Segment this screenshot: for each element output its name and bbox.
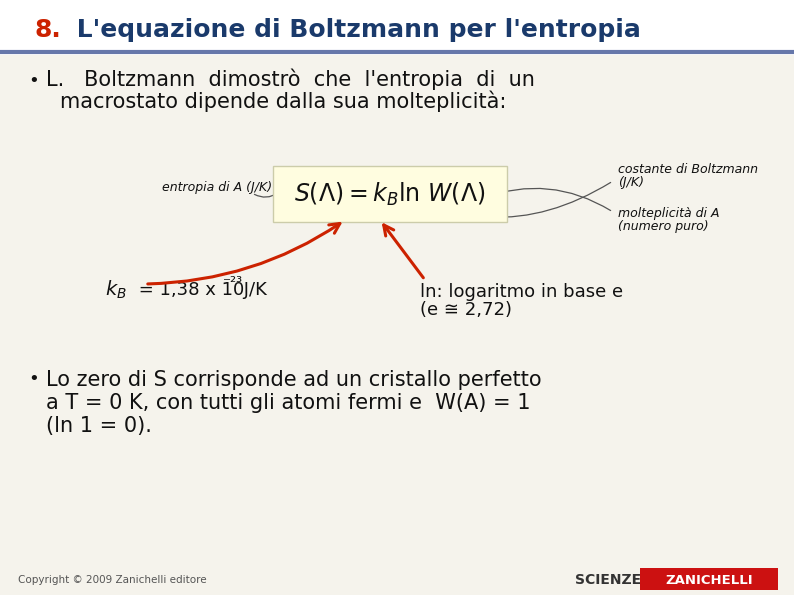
Text: Copyright © 2009 Zanichelli editore: Copyright © 2009 Zanichelli editore [18, 575, 206, 585]
Text: ZANICHELLI: ZANICHELLI [665, 574, 753, 587]
Text: ⁻²³: ⁻²³ [223, 275, 243, 290]
FancyBboxPatch shape [640, 568, 778, 590]
Text: ln: logaritmo in base e: ln: logaritmo in base e [420, 283, 623, 301]
Text: a T = 0 K, con tutti gli atomi fermi e  W(A) = 1: a T = 0 K, con tutti gli atomi fermi e W… [46, 393, 530, 413]
Text: costante di Boltzmann: costante di Boltzmann [618, 163, 758, 176]
Text: (e ≅ 2,72): (e ≅ 2,72) [420, 301, 512, 319]
Text: entropia di A (J/K): entropia di A (J/K) [162, 181, 272, 195]
Text: (J/K): (J/K) [618, 176, 644, 189]
Text: $k_B$: $k_B$ [105, 279, 127, 301]
Text: •: • [28, 370, 39, 388]
Text: •: • [28, 72, 39, 90]
Text: (ln 1 = 0).: (ln 1 = 0). [46, 416, 152, 436]
Text: Lo zero di S corrisponde ad un cristallo perfetto: Lo zero di S corrisponde ad un cristallo… [46, 370, 542, 390]
Text: L'equazione di Boltzmann per l'entropia: L'equazione di Boltzmann per l'entropia [68, 18, 641, 42]
FancyBboxPatch shape [0, 0, 794, 55]
Text: (numero puro): (numero puro) [618, 220, 708, 233]
Text: L.   Boltzmann  dimostrò  che  l'entropia  di  un: L. Boltzmann dimostrò che l'entropia di … [46, 68, 535, 89]
Text: 8.: 8. [35, 18, 62, 42]
Text: macrostato dipende dalla sua molteplicità:: macrostato dipende dalla sua molteplicit… [60, 91, 507, 112]
Text: SCIENZE: SCIENZE [575, 573, 641, 587]
Text: J/K: J/K [238, 281, 267, 299]
Text: = 1,38 x 10: = 1,38 x 10 [133, 281, 245, 299]
Text: $S(\Lambda) = k_B \ln\, W(\Lambda)$: $S(\Lambda) = k_B \ln\, W(\Lambda)$ [295, 180, 486, 208]
Text: molteplicità di A: molteplicità di A [618, 207, 719, 220]
FancyBboxPatch shape [273, 166, 507, 222]
